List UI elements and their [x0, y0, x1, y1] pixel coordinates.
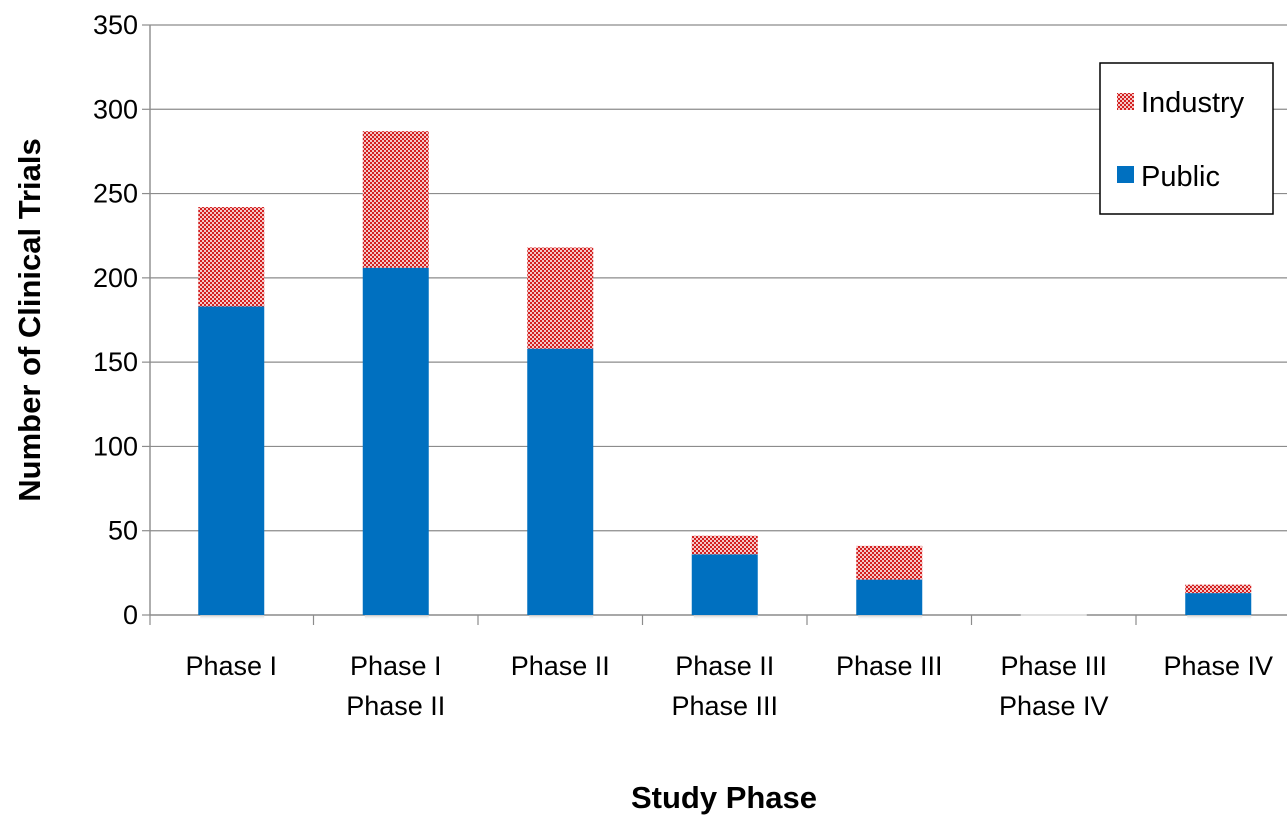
bar-public [362, 267, 429, 615]
x-tick-label: Phase III [1000, 651, 1107, 681]
legend-swatch-industry [1117, 93, 1134, 110]
bar-shadow [1187, 615, 1252, 620]
bar-shadow [529, 615, 594, 620]
bar-industry [527, 247, 594, 349]
x-tick-label: Phase II [511, 651, 610, 681]
bar-public [1185, 593, 1252, 615]
x-tick-label: Phase IV [999, 691, 1109, 721]
gridlines [150, 24, 1287, 532]
x-tick-label: Phase II [675, 651, 774, 681]
bar-public [691, 554, 758, 615]
legend-box [1099, 62, 1274, 215]
bar-industry [362, 131, 429, 268]
x-tick-label: Phase III [671, 691, 778, 721]
y-tick-label: 300 [93, 94, 138, 124]
x-axis-title: Study Phase [631, 780, 817, 815]
y-tick-label: 200 [93, 263, 138, 293]
bar-shadow [858, 615, 923, 620]
bar-public [527, 348, 594, 615]
bar-public [856, 579, 923, 615]
x-tick-label: Phase I [350, 651, 442, 681]
x-tick-label: Phase II [346, 691, 445, 721]
bar-shadow [693, 615, 758, 620]
bar-public [198, 306, 265, 615]
bars [198, 131, 1252, 620]
y-tick-labels: 0 50 100 150 200 250 300 350 [93, 10, 138, 630]
x-tick-label: Phase I [185, 651, 277, 681]
legend: Industry Public [1099, 62, 1274, 215]
bar-industry [691, 535, 758, 555]
y-tick-label: 50 [108, 516, 138, 546]
y-tick-label: 150 [93, 347, 138, 377]
y-tick-label: 0 [123, 600, 138, 630]
legend-swatch-public [1117, 166, 1134, 183]
bar-shadow [200, 615, 265, 620]
legend-label-industry: Industry [1141, 87, 1245, 119]
legend-label-public: Public [1141, 161, 1220, 193]
y-tick-label: 250 [93, 179, 138, 209]
y-tick-label: 100 [93, 431, 138, 461]
x-tick-label: Phase III [836, 651, 943, 681]
x-tick-label: Phase IV [1163, 651, 1273, 681]
bar-industry [1185, 584, 1252, 594]
y-axis-title: Number of Clinical Trials [12, 138, 47, 501]
y-tick-label: 350 [93, 10, 138, 40]
bar-industry [856, 545, 923, 580]
bar-industry [198, 207, 265, 307]
bar-shadow [364, 615, 429, 620]
x-tick-labels: Phase I Phase I Phase II Phase II Phase II Ph… [185, 651, 1273, 721]
